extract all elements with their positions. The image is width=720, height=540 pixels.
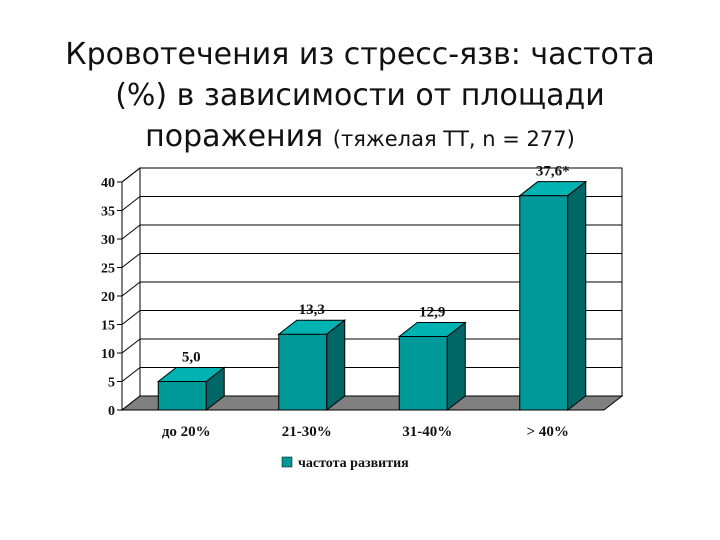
legend-label: частота развития xyxy=(298,456,409,471)
x-tick-label: до 20% xyxy=(162,424,211,440)
gridline-diagonal xyxy=(121,367,141,382)
legend-swatch xyxy=(281,456,293,468)
y-tick-label: 20 xyxy=(101,290,115,305)
x-tick-label: 31-40% xyxy=(402,424,452,440)
x-tick-label: > 40% xyxy=(527,424,569,440)
bar-side xyxy=(446,321,466,412)
y-tick-label: 35 xyxy=(101,205,115,220)
gridline-diagonal xyxy=(121,196,141,211)
data-label: 5,0 xyxy=(182,350,201,366)
gridline-diagonal xyxy=(121,310,141,325)
slide-title: Кровотечения из стресс-язв: частота (%) … xyxy=(40,34,680,160)
data-label: 12,9 xyxy=(419,304,445,320)
title-line-3-sub: (тяжелая ТТ, n = 277) xyxy=(332,127,575,151)
data-label: 13,3 xyxy=(299,302,325,318)
bar-side xyxy=(205,366,225,412)
bar-front xyxy=(519,195,569,411)
title-line-2: (%) в зависимости от площади xyxy=(115,78,605,113)
y-tick-label: 25 xyxy=(101,262,115,277)
bar xyxy=(156,366,226,412)
y-tick-label: 10 xyxy=(101,347,115,362)
gridline-diagonal xyxy=(121,167,141,183)
bar xyxy=(518,180,588,412)
gridline-diagonal xyxy=(121,253,141,268)
title-line-1: Кровотечения из стресс-язв: частота xyxy=(65,37,655,72)
gridline-diagonal xyxy=(121,338,141,354)
bar-side xyxy=(326,319,346,412)
y-tick-label: 40 xyxy=(101,176,115,191)
y-tick-label: 0 xyxy=(108,404,115,419)
y-tick-label: 30 xyxy=(101,233,115,248)
data-label: 37,6* xyxy=(536,164,570,180)
bar xyxy=(277,319,347,412)
bar-front xyxy=(157,381,207,411)
bar-front xyxy=(278,333,328,411)
bar-front xyxy=(398,335,448,411)
y-tick-label: 15 xyxy=(101,319,115,334)
y-tick-label: 5 xyxy=(108,376,115,391)
gridline-diagonal xyxy=(121,224,141,240)
title-line-3-main: поражения xyxy=(145,119,324,154)
bar-side xyxy=(567,180,587,412)
bar xyxy=(397,321,467,412)
gridline-diagonal xyxy=(121,281,141,297)
title-line-3: поражения (тяжелая ТТ, n = 277) xyxy=(40,116,680,160)
legend: частота развития xyxy=(281,456,409,471)
x-tick-label: 21-30% xyxy=(282,424,332,440)
